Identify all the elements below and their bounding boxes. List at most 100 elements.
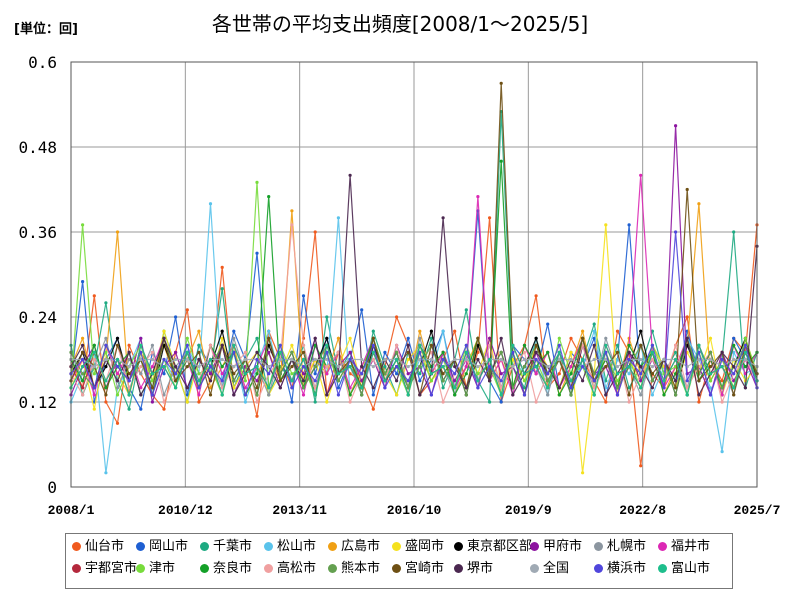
series-line xyxy=(70,224,758,473)
y-tick-label: 0.48 xyxy=(18,138,57,157)
data-point xyxy=(360,386,364,390)
data-point xyxy=(336,365,340,369)
legend-marker xyxy=(328,542,337,551)
data-point xyxy=(441,372,445,376)
y-tick-label: 0 xyxy=(47,478,57,497)
data-point xyxy=(650,357,655,362)
data-point xyxy=(174,386,178,390)
data-point xyxy=(139,407,143,411)
data-point xyxy=(278,379,282,383)
data-point xyxy=(592,329,596,333)
data-point xyxy=(476,372,480,376)
data-point xyxy=(697,400,701,404)
data-point xyxy=(476,357,480,362)
data-point xyxy=(488,216,492,220)
data-point xyxy=(92,393,96,397)
y-tick-label: 0.12 xyxy=(18,393,57,412)
data-point xyxy=(534,294,538,298)
legend-marker xyxy=(392,564,401,573)
data-point xyxy=(197,372,201,376)
legend-item: 堺市 xyxy=(454,561,493,577)
data-point xyxy=(499,386,503,390)
data-point xyxy=(383,386,387,390)
data-point xyxy=(92,350,96,354)
unit-label: [単位：回] xyxy=(14,22,78,37)
data-point xyxy=(208,379,213,383)
data-point xyxy=(371,336,375,340)
data-point xyxy=(127,372,131,376)
data-point xyxy=(557,350,561,354)
data-point xyxy=(255,372,259,376)
data-point xyxy=(488,357,492,362)
data-point xyxy=(220,343,224,347)
data-point xyxy=(150,379,154,383)
legend-label: 千葉市 xyxy=(213,539,253,554)
legend-marker xyxy=(200,564,209,573)
data-point xyxy=(418,329,422,333)
data-point xyxy=(243,357,247,362)
data-point xyxy=(429,357,433,362)
data-point xyxy=(557,343,561,347)
data-point xyxy=(650,386,655,390)
data-point xyxy=(150,393,154,397)
data-point xyxy=(534,365,538,369)
data-point xyxy=(243,379,247,383)
data-point xyxy=(185,350,189,354)
data-point xyxy=(150,372,154,376)
data-point xyxy=(208,343,213,347)
data-point xyxy=(627,365,631,369)
data-point xyxy=(685,187,689,192)
data-point xyxy=(348,393,352,397)
data-point xyxy=(301,294,306,298)
data-point xyxy=(604,365,608,369)
data-point xyxy=(592,386,596,390)
data-point xyxy=(464,393,468,397)
data-point xyxy=(639,464,643,468)
data-point xyxy=(92,294,96,298)
data-point xyxy=(301,350,306,354)
data-point xyxy=(534,350,538,354)
x-tick-label: 2025/7 xyxy=(734,503,781,518)
data-point xyxy=(615,393,620,397)
data-point xyxy=(732,379,736,383)
data-point xyxy=(534,357,538,362)
data-point xyxy=(569,379,573,383)
legend-label: 広島市 xyxy=(341,539,381,554)
data-point xyxy=(313,365,317,369)
data-point xyxy=(185,343,189,347)
data-point xyxy=(348,357,352,362)
data-point xyxy=(81,336,85,340)
legend-item: 岡山市 xyxy=(136,539,188,555)
legend-label: 甲府市 xyxy=(543,539,583,554)
data-point xyxy=(360,379,364,383)
data-point xyxy=(720,386,724,390)
data-point xyxy=(569,393,573,397)
data-point xyxy=(115,343,120,347)
y-tick-label: 0.6 xyxy=(28,53,57,72)
legend-item: 札幌市 xyxy=(594,539,646,555)
data-point xyxy=(383,365,387,369)
data-point xyxy=(127,350,131,354)
data-point xyxy=(383,372,387,376)
data-point xyxy=(267,372,271,376)
data-point xyxy=(371,343,375,347)
legend-item: 福井市 xyxy=(658,539,710,555)
data-point xyxy=(453,372,457,376)
legend-marker xyxy=(530,564,539,573)
data-point xyxy=(581,329,585,333)
data-point xyxy=(243,393,247,397)
data-point xyxy=(278,357,282,362)
data-point xyxy=(522,350,527,354)
data-point xyxy=(395,365,399,369)
data-point xyxy=(604,357,608,362)
data-point xyxy=(720,357,724,362)
data-point xyxy=(336,393,340,397)
data-point xyxy=(488,400,492,404)
data-point xyxy=(301,379,306,383)
data-point xyxy=(615,372,620,376)
data-point xyxy=(499,400,503,404)
data-point xyxy=(139,350,143,354)
data-point xyxy=(267,365,271,369)
legend-marker xyxy=(72,564,81,573)
legend-label: 宇都宮市 xyxy=(85,561,138,576)
